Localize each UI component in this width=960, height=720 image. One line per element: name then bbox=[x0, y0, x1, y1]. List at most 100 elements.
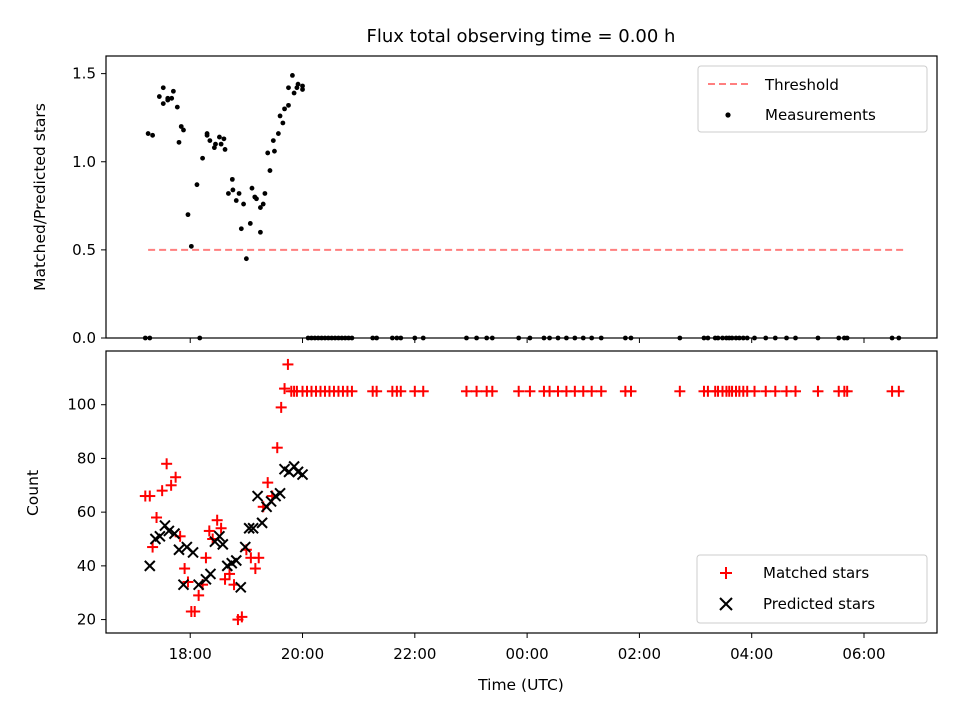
matched-star-point bbox=[224, 568, 236, 580]
measurement-point bbox=[272, 148, 277, 154]
measurement-point bbox=[181, 127, 186, 133]
chart-title: Flux total observing time = 0.00 h bbox=[367, 26, 676, 47]
predicted-star-stroke-b bbox=[243, 522, 255, 534]
bottom-panel-frame bbox=[105, 350, 938, 634]
matched-star-point bbox=[271, 442, 283, 454]
matched-star-point bbox=[417, 385, 429, 397]
measurement-point bbox=[260, 201, 266, 207]
matched-star-point bbox=[200, 552, 212, 564]
measurement-point bbox=[176, 139, 182, 145]
measurement-point bbox=[282, 106, 287, 112]
bottom-y-tick-label: 100 bbox=[67, 396, 96, 414]
predicted-star-stroke-b bbox=[278, 463, 291, 475]
matched-star-point bbox=[513, 385, 525, 397]
legend-predicted-label: Predicted stars bbox=[763, 595, 875, 613]
predicted-star-stroke-b bbox=[230, 554, 242, 567]
measurement-point bbox=[194, 182, 200, 188]
measurement-point bbox=[207, 138, 213, 144]
legend-matched-label: Matched stars bbox=[763, 564, 869, 582]
top-y-tick-label: 0.0 bbox=[72, 329, 96, 347]
measurement-point bbox=[243, 256, 249, 262]
measurement-point bbox=[226, 191, 231, 196]
measurement-point bbox=[217, 134, 222, 140]
predicted-star-point bbox=[204, 568, 217, 580]
matched-star-point bbox=[249, 563, 261, 575]
matched-star-point bbox=[156, 485, 168, 497]
measurement-point bbox=[229, 176, 235, 182]
predicted-star-stroke-b bbox=[296, 468, 309, 481]
bottom-y-axis-label: Count bbox=[24, 470, 42, 516]
predicted-star-stroke-b bbox=[247, 522, 259, 534]
bottom-y-tick-label: 20 bbox=[77, 611, 96, 629]
predicted-star-stroke-b bbox=[177, 578, 190, 591]
predicted-star-point bbox=[243, 522, 255, 534]
predicted-star-stroke-b bbox=[168, 527, 181, 540]
measurement-point bbox=[160, 85, 166, 91]
predicted-star-stroke-b bbox=[144, 560, 156, 572]
matched-star-point bbox=[203, 525, 215, 537]
predicted-star-stroke-b bbox=[235, 581, 247, 594]
measurement-point bbox=[169, 95, 175, 101]
predicted-star-point bbox=[144, 560, 156, 572]
measurement-point bbox=[156, 94, 162, 99]
bottom-x-tick-label: 20:00 bbox=[281, 645, 324, 663]
matched-star-point bbox=[170, 471, 182, 483]
measurement-point bbox=[174, 104, 180, 110]
predicted-star-point bbox=[159, 519, 171, 532]
predicted-star-point bbox=[239, 541, 251, 553]
predicted-star-stroke-b bbox=[173, 544, 185, 556]
predicted-star-stroke-b bbox=[274, 487, 286, 500]
measurement-point bbox=[252, 194, 258, 200]
top-y-tick-label: 0.5 bbox=[72, 241, 96, 259]
measurement-point bbox=[238, 226, 244, 232]
predicted-star-point bbox=[187, 546, 199, 559]
x-axis-label: Time (UTC) bbox=[477, 676, 564, 694]
top-y-tick-label: 1.0 bbox=[72, 153, 96, 171]
top-panel: 0.0 0.5 1.0 1.5 Matched/Predicted stars Thr… bbox=[31, 55, 938, 347]
predicted-star-stroke-b bbox=[163, 525, 175, 537]
measurement-point bbox=[185, 212, 191, 218]
matched-star-point bbox=[346, 385, 358, 397]
measurement-point bbox=[233, 198, 239, 203]
measurement-point bbox=[286, 102, 291, 108]
legend-matched-swatch bbox=[720, 567, 732, 579]
measurement-point bbox=[290, 72, 295, 78]
matched-star-point bbox=[236, 611, 248, 623]
matched-star-point bbox=[524, 385, 536, 397]
matched-star-point bbox=[586, 385, 598, 397]
bottom-x-tick-label: 00:00 bbox=[505, 645, 548, 663]
measurement-point bbox=[258, 205, 263, 210]
matched-star-point bbox=[182, 576, 194, 588]
measurement-point bbox=[300, 83, 305, 89]
matched-star-point bbox=[147, 541, 159, 553]
predicted-star-point bbox=[173, 544, 185, 556]
measurement-point bbox=[188, 243, 194, 249]
legend-measurements-label: Measurements bbox=[765, 106, 876, 124]
predicted-star-stroke-b bbox=[217, 538, 229, 551]
predicted-star-point bbox=[163, 525, 175, 537]
predicted-star-stroke-b bbox=[204, 568, 217, 580]
measurement-point bbox=[275, 131, 281, 136]
matched-star-point bbox=[812, 385, 824, 397]
measurement-point bbox=[165, 95, 171, 101]
matched-star-point bbox=[279, 383, 291, 395]
predicted-star-point bbox=[296, 468, 309, 481]
predicted-star-point bbox=[235, 581, 247, 594]
predicted-star-point bbox=[247, 522, 259, 534]
bottom-x-tick-label: 02:00 bbox=[618, 645, 661, 663]
matched-star-point bbox=[486, 385, 498, 397]
matched-star-point bbox=[790, 385, 802, 397]
matched-star-point bbox=[211, 514, 223, 526]
predicted-star-stroke-b bbox=[292, 466, 304, 478]
measurement-point bbox=[170, 88, 176, 94]
top-panel-frame bbox=[105, 55, 938, 339]
measurement-point bbox=[200, 155, 205, 161]
predicted-star-point bbox=[192, 578, 205, 591]
predicted-star-point bbox=[168, 527, 181, 540]
predicted-star-point bbox=[217, 538, 229, 551]
matched-star-point bbox=[282, 358, 294, 370]
predicted-star-stroke-b bbox=[239, 541, 251, 553]
bottom-y-tick-label: 40 bbox=[77, 557, 96, 575]
matched-star-point bbox=[371, 385, 383, 397]
bottom-panel: 20 40 60 80 100 18:00 20:00 22:00 00:00 02:00 04:0… bbox=[24, 350, 938, 694]
